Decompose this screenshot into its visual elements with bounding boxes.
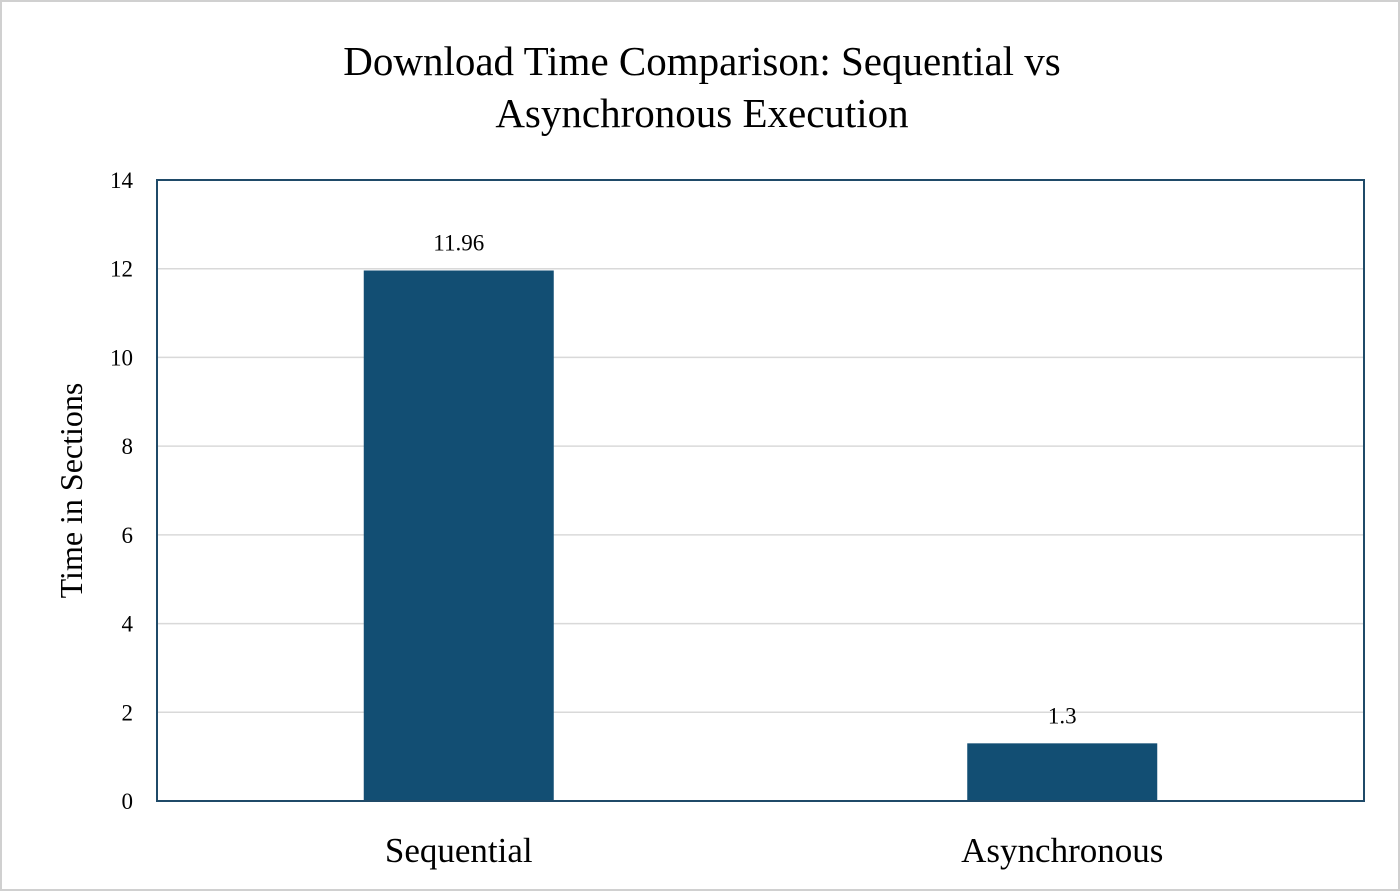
bars	[363, 270, 1158, 801]
x-category-label-asynchronous: Asynchronous	[961, 831, 1163, 870]
y-tick-label: 14	[110, 168, 134, 193]
y-tick-labels: 0 2 4 6 8 10 12 14	[110, 168, 134, 814]
chart-title-line-1: Download Time Comparison: Sequential vs	[343, 38, 1061, 84]
bar-sequential	[363, 270, 554, 801]
data-label-sequential: 11.96	[433, 230, 484, 255]
y-tick-label: 6	[122, 523, 134, 548]
y-axis-title: Time in Sections	[53, 383, 89, 599]
y-tick-label: 8	[122, 434, 134, 459]
gridlines	[157, 267, 1364, 714]
chart-title-line-2: Asynchronous Execution	[495, 90, 909, 136]
y-tick-label: 12	[110, 257, 133, 282]
data-label-asynchronous: 1.3	[1048, 703, 1077, 728]
y-tick-label: 4	[122, 612, 134, 637]
plot-area-border	[156, 179, 1365, 802]
y-tick-label: 0	[122, 789, 134, 814]
data-labels: 11.96 1.3	[433, 230, 1076, 728]
y-tick-label: 10	[110, 345, 133, 370]
x-category-label-sequential: Sequential	[385, 831, 533, 870]
x-category-labels: Sequential Asynchronous	[385, 831, 1163, 870]
bar-asynchronous	[967, 743, 1158, 801]
y-tick-label: 2	[122, 700, 134, 725]
